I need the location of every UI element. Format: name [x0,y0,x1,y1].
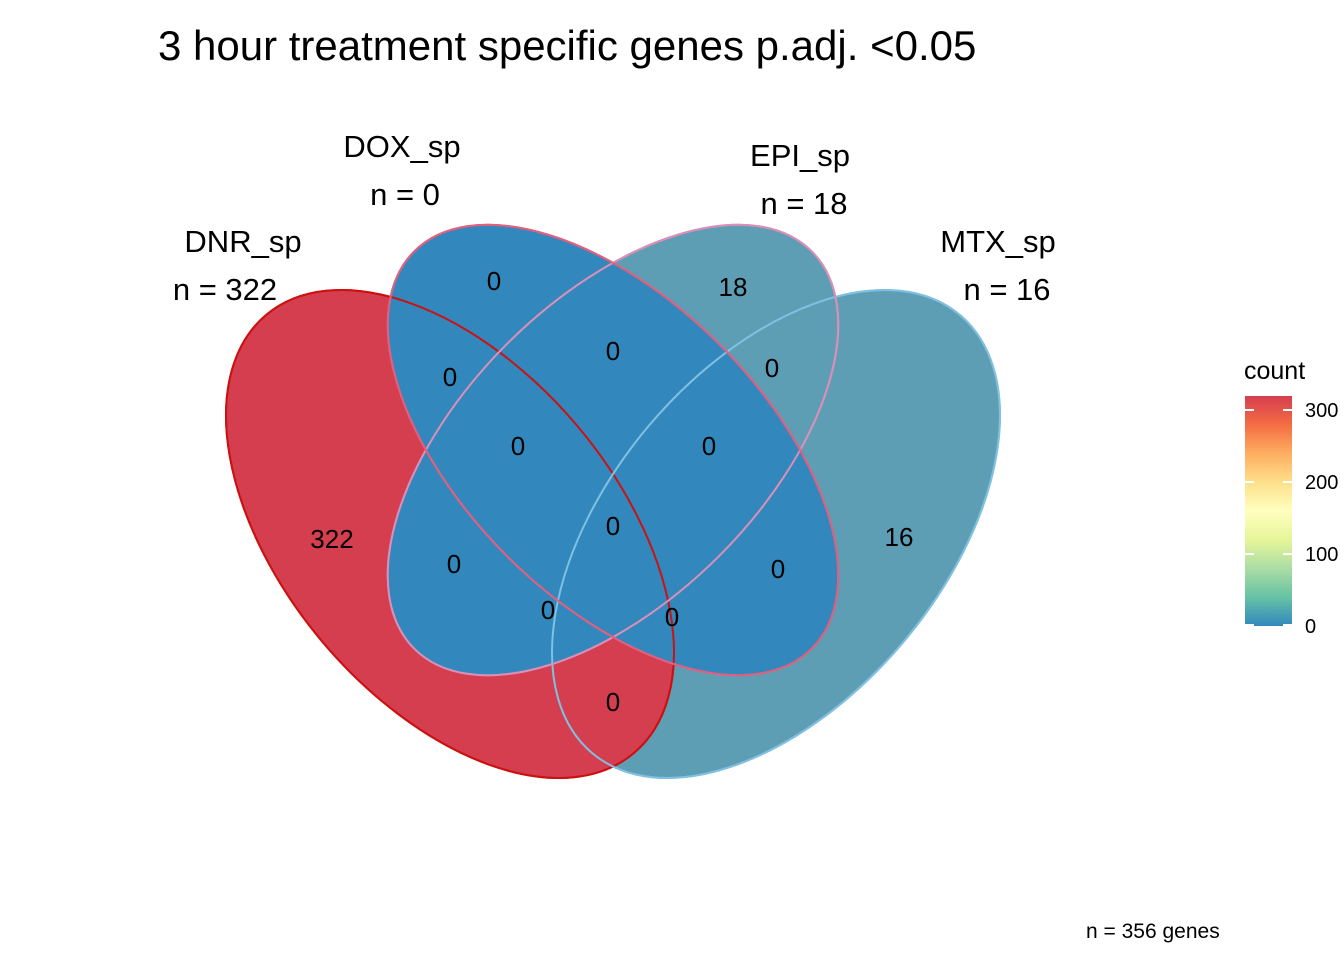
outline-mtx [551,289,1001,779]
region-count-dnr-epi: 0 [447,549,461,579]
region-count-epi: 18 [719,272,748,302]
set-n-dox: n = 0 [370,177,440,212]
set-name-mtx: MTX_sp [940,224,1055,259]
set-name-dnr: DNR_sp [184,224,301,259]
set-outlines [225,223,1001,779]
region-count-dox: 0 [487,266,501,296]
set-n-dnr: n = 322 [173,272,277,307]
set-n-mtx: n = 16 [963,272,1050,307]
region-count-dox-mtx: 0 [771,554,785,584]
region-count-dnr-dox: 0 [443,362,457,392]
region-count-all: 0 [606,511,620,541]
total-genes-caption: n = 356 genes [1086,920,1220,943]
region-count-dox-epi: 0 [606,336,620,366]
set-labels: DNR_sp n = 322 DOX_sp n = 0 EPI_sp n = 1… [173,129,1056,307]
legend-tick-0: 0 [1305,616,1316,638]
set-name-epi: EPI_sp [750,138,850,173]
region-count-mtx: 16 [885,522,914,552]
chart-title: 3 hour treatment specific genes p.adj. <… [158,22,977,69]
legend-tick-300: 300 [1305,400,1338,422]
set-n-epi: n = 18 [760,186,847,221]
region-count-dnr-dox-mtx: 0 [541,595,555,625]
set-name-dox: DOX_sp [343,129,460,164]
region-count-epi-mtx: 0 [765,353,779,383]
region-count-dox-epi-mtx: 0 [702,431,716,461]
outline-dox [386,223,840,677]
region-counts: 322 0 18 16 0 0 0 0 0 0 0 0 0 0 0 [310,266,913,717]
count-legend: count 300 200 100 0 [1244,357,1338,638]
legend-tick-200: 200 [1305,472,1338,494]
region-count-dnr-mtx: 0 [606,687,620,717]
outline-epi [386,223,840,677]
legend-colorbar [1245,396,1292,626]
legend-tick-100: 100 [1305,544,1338,566]
legend-tick-marks [1245,409,1292,626]
legend-title: count [1244,357,1305,385]
region-count-dnr-dox-epi: 0 [511,431,525,461]
region-count-dnr: 322 [310,524,353,554]
region-count-dnr-epi-mtx: 0 [665,602,679,632]
legend-tick-labels: 300 200 100 0 [1305,400,1338,638]
outline-dnr [225,289,675,779]
